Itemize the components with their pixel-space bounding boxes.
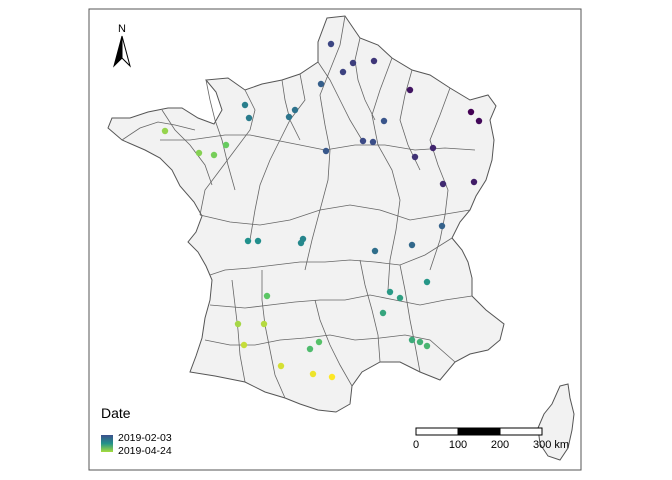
data-point — [315, 338, 323, 346]
data-point — [245, 114, 253, 122]
data-points — [161, 40, 483, 381]
scale-segment-2 — [457, 427, 501, 436]
data-point — [260, 320, 268, 328]
corsica-outline — [537, 383, 575, 461]
map-frame — [88, 8, 582, 471]
scale-label-0: 0 — [412, 439, 420, 451]
data-point — [370, 57, 378, 65]
data-point — [359, 137, 367, 145]
scale-segment-3 — [499, 427, 543, 436]
data-point — [234, 320, 242, 328]
data-point — [277, 362, 285, 370]
data-point — [408, 241, 416, 249]
north-arrow-icon: N — [113, 23, 131, 68]
data-point — [317, 80, 325, 88]
data-point — [327, 40, 335, 48]
data-point — [306, 345, 314, 353]
data-point — [339, 68, 347, 76]
data-point — [161, 127, 169, 135]
legend-max-label: 2019-04-24 — [118, 445, 172, 457]
data-point — [406, 86, 414, 94]
data-point — [369, 138, 377, 146]
data-point — [470, 178, 478, 186]
legend-min-label: 2019-02-03 — [118, 432, 172, 444]
data-point — [423, 342, 431, 350]
data-point — [241, 101, 249, 109]
data-point — [380, 117, 388, 125]
scale-segment-1 — [415, 427, 459, 436]
north-arrow-label: N — [118, 23, 126, 35]
scale-bar — [415, 427, 543, 436]
data-point — [371, 247, 379, 255]
data-point — [379, 309, 387, 317]
data-point — [263, 292, 271, 300]
legend-title: Date — [101, 405, 131, 421]
data-point — [195, 149, 203, 157]
data-point — [328, 373, 336, 381]
data-point — [349, 59, 357, 67]
data-point — [467, 108, 475, 116]
data-point — [322, 147, 330, 155]
scale-label-200: 200 — [490, 439, 510, 451]
data-point — [285, 113, 293, 121]
data-point — [254, 237, 262, 245]
legend-color-bar — [101, 435, 113, 452]
scale-label-100: 100 — [448, 439, 468, 451]
department-borders — [121, 15, 476, 399]
data-point — [222, 141, 230, 149]
data-point — [475, 117, 483, 125]
data-point — [297, 239, 305, 247]
data-point — [240, 341, 248, 349]
data-point — [439, 180, 447, 188]
data-point — [396, 294, 404, 302]
data-point — [244, 237, 252, 245]
data-point — [438, 222, 446, 230]
data-point — [429, 144, 437, 152]
data-point — [386, 288, 394, 296]
data-point — [291, 106, 299, 114]
scale-label-300: 300 km — [532, 439, 570, 451]
data-point — [416, 338, 424, 346]
data-point — [408, 336, 416, 344]
data-point — [423, 278, 431, 286]
data-point — [411, 153, 419, 161]
data-point — [309, 370, 317, 378]
data-point — [210, 151, 218, 159]
